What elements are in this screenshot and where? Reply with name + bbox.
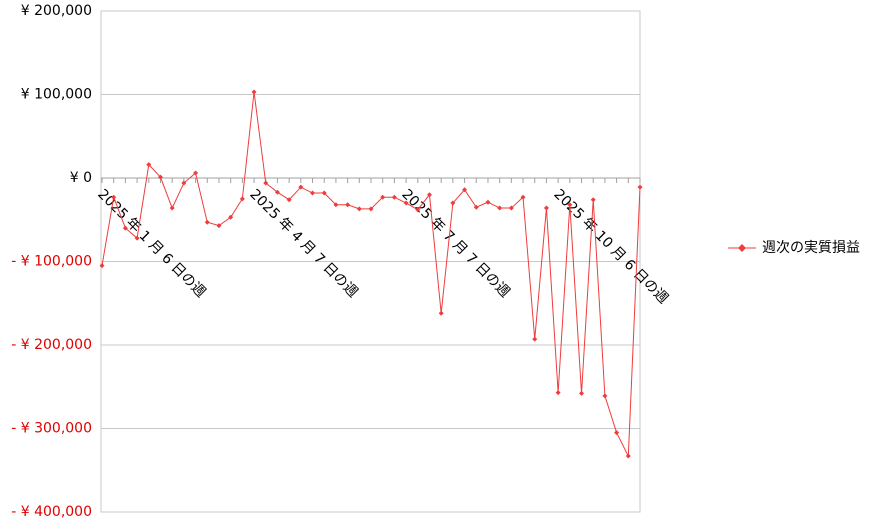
data-point <box>274 189 280 195</box>
data-point <box>333 202 339 208</box>
data-point <box>403 200 409 206</box>
data-point <box>532 336 538 342</box>
data-point <box>286 197 292 203</box>
data-point <box>579 390 585 396</box>
data-point <box>216 223 222 229</box>
data-point <box>637 184 643 190</box>
data-point <box>251 89 257 95</box>
data-point <box>298 184 304 190</box>
data-point <box>181 180 187 186</box>
data-point <box>415 207 421 213</box>
data-point <box>310 190 316 196</box>
data-point <box>438 310 444 316</box>
legend-label: 週次の実質損益 <box>762 240 860 256</box>
data-point <box>508 205 514 211</box>
data-point <box>263 180 269 186</box>
data-point <box>134 235 140 241</box>
data-point <box>111 194 117 200</box>
data-point <box>356 206 362 212</box>
data-point <box>520 194 526 200</box>
y-tick-label: - ¥ 200,000 <box>11 337 92 353</box>
data-point <box>204 219 210 225</box>
data-point <box>614 430 620 436</box>
x-tick-label: 2025 年 7 月 7 日の週 <box>398 186 512 300</box>
data-point <box>602 393 608 399</box>
data-point <box>391 194 397 200</box>
y-tick-label: - ¥ 300,000 <box>11 421 92 437</box>
plot-border <box>100 10 641 513</box>
y-tick-label: - ¥ 400,000 <box>11 504 92 520</box>
data-point <box>122 225 128 231</box>
data-point <box>543 205 549 211</box>
data-point <box>473 204 479 210</box>
data-point <box>426 192 432 198</box>
y-tick-label: ¥ 200,000 <box>21 3 92 19</box>
x-tick-label: 2025 年 4 月 7 日の週 <box>246 186 360 300</box>
data-point <box>146 162 152 168</box>
data-point <box>555 390 561 396</box>
data-point <box>497 205 503 211</box>
data-point <box>345 202 351 208</box>
data-point <box>193 170 199 176</box>
y-tick-label: - ¥ 100,000 <box>11 254 92 270</box>
data-point <box>368 206 374 212</box>
data-point <box>99 263 105 269</box>
data-point <box>567 202 573 208</box>
data-point <box>321 190 327 196</box>
data-point <box>380 194 386 200</box>
legend-marker <box>738 244 746 252</box>
data-point <box>485 199 491 205</box>
data-point <box>239 196 245 202</box>
x-tick-label: 2025 年 1 月 6 日の週 <box>94 186 208 300</box>
data-point <box>625 453 631 459</box>
y-tick-label: ¥ 100,000 <box>21 87 92 103</box>
y-tick-label: ¥ 0 <box>70 170 92 186</box>
data-point <box>590 197 596 203</box>
data-point <box>462 187 468 193</box>
data-point <box>450 200 456 206</box>
data-point <box>228 214 234 220</box>
data-point <box>169 205 175 211</box>
data-point <box>157 174 163 180</box>
